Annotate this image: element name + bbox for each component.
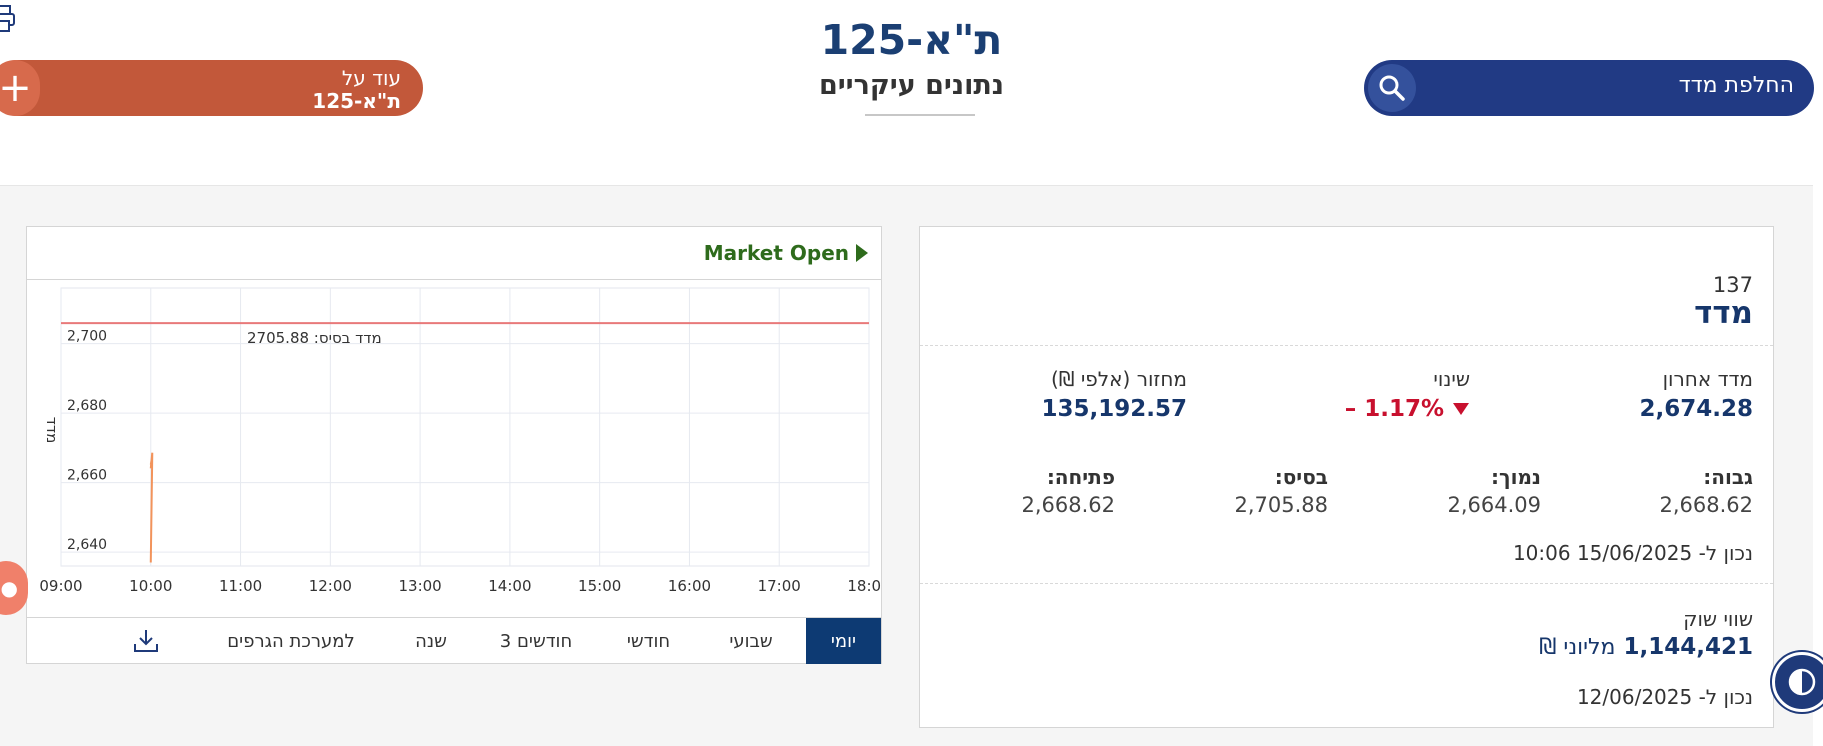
market-cap-as-of: נכון ל- 12/06/2025 [1576,685,1753,709]
change-value-group: – 1.17% [1345,396,1470,422]
index-type: מדד [1694,295,1753,331]
x-tick-label: 14:00 [488,577,531,595]
printer-icon[interactable] [0,4,16,34]
stat-high-label: גבוה: [1703,465,1753,489]
card-divider [920,345,1773,346]
market-status: Market Open [704,241,869,265]
play-icon [856,244,868,262]
x-tick-label: 17:00 [758,577,801,595]
more-about-line2: ת"א-125 [312,89,401,113]
market-cap-value: 1,144,421 [1623,634,1754,660]
stat-low-value: 2,664.09 [1447,493,1541,517]
x-tick-label: 12:00 [309,577,352,595]
period-tab-3months[interactable]: 3 חודשים [499,630,573,652]
down-arrow-icon [1453,403,1469,415]
plot-area [60,287,870,567]
index-data-card: 137 מדד מדד אחרון 2,674.28 שינוי – 1.17%… [919,226,1774,728]
plus-icon: + [0,60,40,116]
index-number: 137 [1712,273,1753,297]
y-tick-label: 2,660 [67,468,107,484]
contrast-icon[interactable] [1772,652,1823,712]
stat-low-label: נמוך: [1491,465,1541,489]
period-tab-monthly[interactable]: חודשי [626,630,671,652]
more-about-button[interactable]: + עוד על ת"א-125 [0,60,423,116]
y-tick-label: 2,640 [67,537,107,553]
x-tick-label: 15:00 [578,577,621,595]
switch-index-button[interactable]: החלפת מדד [1364,60,1814,116]
index-chart[interactable]: 09:00 10:00 11:00 12:00 13:00 14:00 15:00 16:00… [27,280,881,616]
subtitle-underline [865,114,975,116]
y-tick-label: 2,680 [67,398,107,414]
search-icon[interactable] [1368,64,1416,112]
x-tick-label: 13:00 [398,577,441,595]
market-status-label: Market Open [703,241,849,265]
change-sign: – [1344,396,1357,422]
stat-open-label: פתיחה: [1046,465,1115,489]
x-tick-label: 18:00 [847,577,881,595]
market-cap-label: שווי שוק [1683,607,1753,631]
market-cap-unit: מליוני ₪ [1539,635,1616,660]
page-subtitle: נתונים עיקריים [818,70,1005,101]
x-tick-label: 11:00 [219,577,262,595]
change-label: שינוי [1433,367,1470,391]
turnover-label: מחזור (אלפי ₪) [1050,367,1187,391]
period-tab-weekly[interactable]: שבועי [729,630,773,652]
stat-high-value: 2,668.62 [1659,493,1753,517]
stat-base-label: בסיס: [1274,465,1328,489]
x-tick-label: 09:00 [39,577,82,595]
period-tab-year[interactable]: שנה [415,630,447,652]
base-line-label: מדד בסיס: 2705.88 [247,329,382,347]
more-about-line1: עוד על [341,66,401,90]
charts-system-link[interactable]: למערכת הגרפים [227,630,355,652]
stat-base-value: 2,705.88 [1234,493,1328,517]
more-dots-icon[interactable]: ●● [0,561,28,615]
page-title: ת"א-125 [820,16,1003,64]
chart-divider [27,279,881,280]
series-line [149,452,154,563]
card-divider-2 [920,583,1773,584]
x-tick-label: 10:00 [129,577,172,595]
period-bar: יומי שבועי חודשי 3 חודשים שנה למערכת הגר… [27,617,881,664]
y-axis-label: מדד [43,417,61,444]
stat-open-value: 2,668.62 [1021,493,1115,517]
market-cap-group: 1,144,421 מליוני ₪ [1539,634,1753,660]
turnover-value: 135,192.57 [1041,396,1187,422]
y-tick-label: 2,700 [67,329,107,345]
chart-card: Market Open 09:00 10:00 11:00 12:00 13:00 14:… [26,226,882,664]
x-tick-label: 16:00 [668,577,711,595]
switch-index-label: החלפת מדד [1678,73,1794,98]
as-of-date: נכון ל- 15/06/2025 10:06 [1512,541,1753,565]
download-icon[interactable] [101,618,191,664]
last-index-label: מדד אחרון [1662,367,1753,391]
period-tab-daily[interactable]: יומי [806,618,881,664]
last-index-value: 2,674.28 [1639,396,1754,422]
change-value: 1.17% [1364,396,1444,422]
